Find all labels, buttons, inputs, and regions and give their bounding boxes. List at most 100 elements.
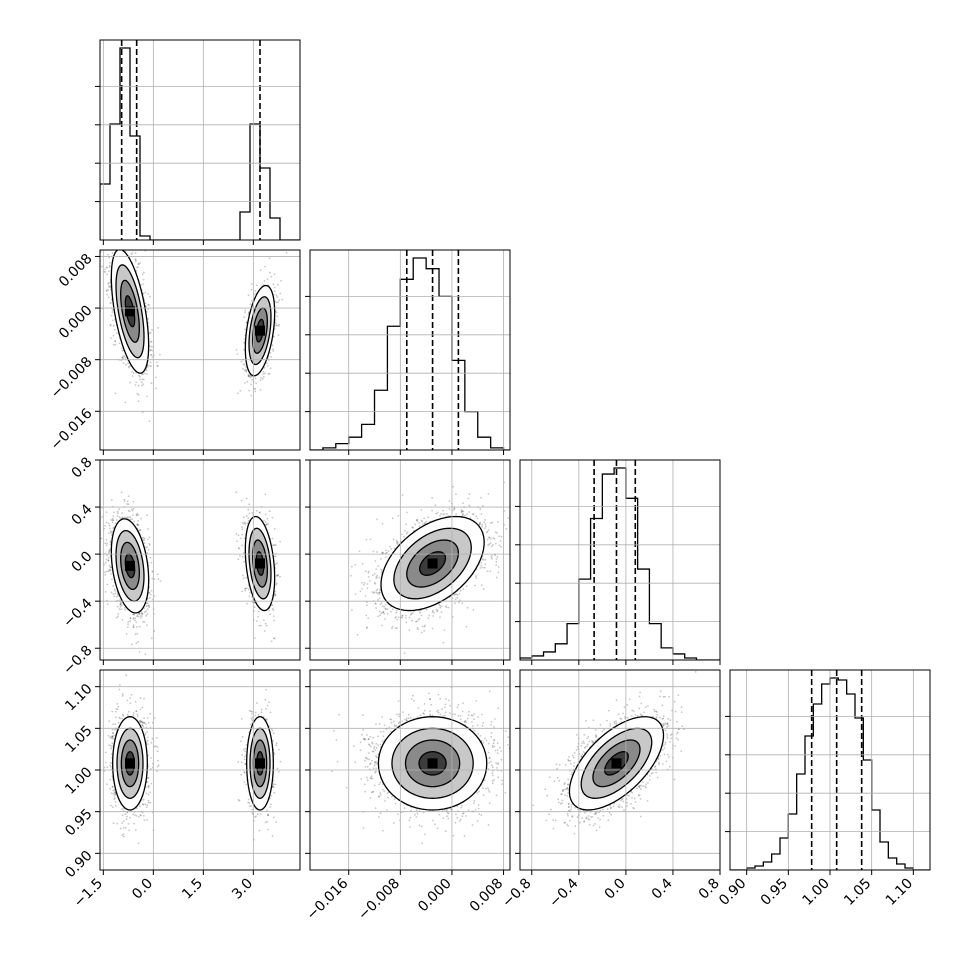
sample-point: [136, 615, 138, 618]
sample-point: [148, 332, 151, 335]
sample-point: [242, 367, 244, 370]
sample-point: [110, 531, 112, 534]
sample-point: [257, 610, 260, 613]
sample-point: [244, 587, 247, 590]
histogram-step: [520, 467, 720, 660]
sample-point: [246, 522, 249, 525]
sample-point: [126, 500, 129, 503]
sample-point: [142, 292, 145, 295]
sample-point: [120, 604, 123, 607]
sample-point: [146, 365, 149, 368]
sample-point: [244, 587, 246, 590]
sample-point: [110, 591, 113, 594]
sample-point: [139, 375, 141, 378]
sample-point: [280, 279, 282, 282]
sample-point: [248, 375, 250, 378]
sample-point: [109, 266, 111, 268]
sample-point: [119, 603, 122, 606]
sample-point: [114, 340, 116, 342]
sample-point: [123, 355, 126, 358]
sample-point: [103, 527, 106, 530]
sample-point: [131, 371, 134, 373]
sample-point: [147, 304, 150, 306]
sample-point: [273, 286, 276, 289]
sample-point: [147, 293, 150, 295]
sample-point: [111, 517, 114, 520]
sample-point: [274, 544, 277, 546]
sample-point: [137, 266, 139, 268]
sample-point: [247, 588, 250, 591]
sample-point: [237, 534, 240, 537]
sample-point: [119, 605, 122, 608]
sample-point: [104, 271, 107, 273]
sample-point: [263, 630, 266, 632]
sample-point: [151, 356, 154, 358]
sample-point: [127, 623, 129, 626]
sample-point: [137, 514, 140, 516]
sample-point: [240, 499, 243, 502]
sample-point: [109, 301, 112, 304]
sample-point: [106, 542, 109, 545]
sample-point: [243, 316, 246, 319]
sample-point: [157, 578, 160, 581]
sample-point: [141, 612, 144, 614]
sample-point: [136, 524, 139, 526]
sample-point: [276, 324, 278, 327]
sample-point: [153, 578, 156, 580]
sample-point: [274, 594, 277, 597]
sample-point: [104, 591, 107, 593]
sample-point: [274, 300, 277, 303]
sample-point: [242, 574, 244, 577]
sample-point: [113, 511, 115, 514]
sample-point: [155, 387, 158, 390]
sample-point: [109, 302, 112, 305]
sample-point: [142, 278, 145, 281]
sample-point: [128, 510, 131, 512]
sample-point: [108, 256, 111, 259]
sample-point: [105, 290, 108, 292]
sample-point: [135, 626, 138, 628]
sample-point: [144, 653, 147, 656]
sample-point: [247, 508, 250, 511]
sample-point: [140, 517, 142, 520]
sample-point: [260, 624, 262, 627]
sample-point: [247, 374, 250, 377]
sample-point: [153, 595, 156, 597]
sample-point: [103, 563, 106, 566]
sample-point: [139, 615, 142, 617]
sample-point: [121, 516, 124, 519]
sample-point: [131, 509, 134, 512]
sample-point: [236, 353, 239, 355]
sample-point: [109, 530, 112, 532]
sample-point: [139, 378, 142, 381]
sample-point: [106, 242, 108, 244]
sample-point: [276, 296, 279, 299]
sample-point: [105, 289, 108, 292]
sample-point: [138, 625, 141, 628]
sample-point: [144, 546, 147, 549]
sample-point: [151, 577, 154, 580]
sample-point: [271, 544, 274, 547]
sample-point: [109, 543, 112, 546]
sample-point: [132, 626, 135, 628]
sample-point: [132, 514, 135, 516]
sample-point: [129, 620, 132, 623]
sample-point: [120, 491, 123, 494]
sample-point: [118, 342, 121, 345]
sample-point: [263, 280, 266, 282]
sample-point: [267, 522, 270, 525]
sample-point: [260, 376, 262, 379]
sample-point: [100, 537, 103, 540]
sample-point: [266, 362, 268, 365]
sample-point: [143, 539, 146, 541]
sample-point: [134, 384, 137, 386]
sample-point: [247, 294, 250, 297]
sample-point: [130, 508, 133, 511]
sample-point: [141, 378, 144, 381]
sample-point: [91, 229, 93, 231]
sample-point: [107, 559, 110, 562]
sample-point: [106, 266, 109, 269]
sample-point: [139, 528, 142, 531]
sample-point: [134, 252, 137, 255]
